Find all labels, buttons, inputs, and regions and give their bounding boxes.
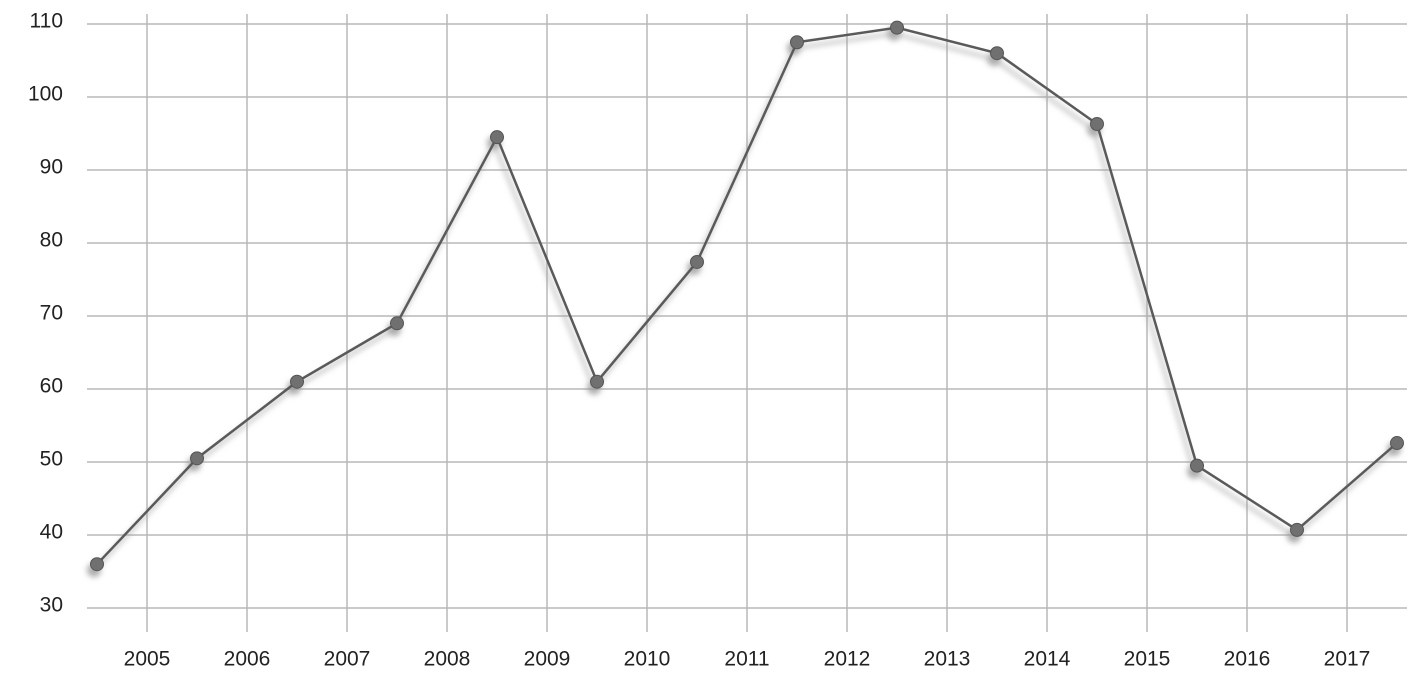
x-tick-label: 2013 — [924, 648, 971, 671]
marker — [1290, 522, 1304, 537]
y-tick-label: 30 — [40, 594, 63, 617]
y-tick-label: 60 — [40, 375, 63, 398]
x-tick-label: 2015 — [1124, 648, 1171, 671]
marker — [390, 316, 404, 331]
y-tick-label: 80 — [40, 229, 63, 252]
marker — [590, 374, 604, 389]
x-tick-label: 2008 — [424, 648, 471, 671]
y-tick-label: 70 — [40, 302, 63, 325]
marker — [790, 35, 804, 50]
x-tick-label: 2011 — [724, 648, 769, 671]
y-tick-label: 100 — [28, 83, 63, 106]
x-tick-label: 2014 — [1024, 648, 1071, 671]
x-tick-label: 2017 — [1324, 648, 1371, 671]
marker — [1190, 458, 1204, 473]
y-tick-label: 50 — [40, 448, 63, 471]
x-tick-label: 2012 — [824, 648, 871, 671]
y-tick-label: 40 — [40, 521, 63, 544]
x-tick-label: 2007 — [324, 648, 371, 671]
x-tick-label: 2005 — [124, 648, 171, 671]
line — [96, 26, 1398, 566]
series — [90, 20, 1404, 572]
x-tick-label: 2016 — [1224, 648, 1271, 671]
x-tick-label: 2006 — [224, 648, 271, 671]
marker — [690, 254, 704, 269]
marker — [1390, 436, 1404, 451]
marker — [490, 130, 504, 145]
marker — [890, 20, 904, 35]
marker — [1090, 117, 1104, 132]
x-tick-label: 2010 — [624, 648, 671, 671]
y-tick-label: 110 — [30, 10, 63, 33]
marker — [990, 46, 1004, 61]
marker — [290, 374, 304, 389]
marker — [90, 557, 104, 572]
y-tick-label: 90 — [40, 156, 63, 179]
x-tick-label: 2009 — [524, 648, 571, 671]
marker — [190, 451, 204, 466]
